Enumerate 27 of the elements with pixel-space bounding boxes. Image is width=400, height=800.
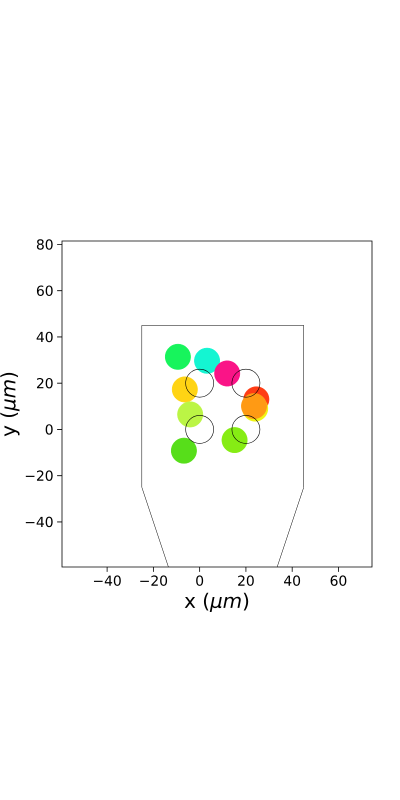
y-tick-label: 80 bbox=[36, 239, 53, 250]
point bbox=[185, 415, 214, 444]
point bbox=[222, 427, 248, 454]
y-tick-label: 40 bbox=[36, 332, 53, 342]
x-tick-label: 60 bbox=[330, 575, 346, 586]
y-tick-label: 0 bbox=[46, 424, 53, 435]
point bbox=[241, 393, 267, 420]
point bbox=[170, 438, 197, 464]
point bbox=[185, 368, 214, 398]
point bbox=[164, 344, 191, 370]
x-tick-label: 20 bbox=[238, 575, 254, 586]
y-tick-label: −20 bbox=[26, 470, 53, 481]
point bbox=[194, 348, 220, 374]
point bbox=[232, 415, 260, 444]
x-tick-label: 0 bbox=[196, 575, 204, 586]
y-tick-label: 60 bbox=[36, 285, 53, 296]
x-tick-label: −40 bbox=[94, 575, 121, 586]
x-tick-label: −20 bbox=[140, 575, 168, 586]
point bbox=[177, 401, 204, 428]
y-axis-title: y (μm) bbox=[0, 372, 20, 436]
y-tick-label: −40 bbox=[26, 516, 53, 528]
x-tick-label: 40 bbox=[284, 575, 300, 586]
point bbox=[172, 376, 198, 402]
point bbox=[214, 360, 240, 386]
y-tick-label: 20 bbox=[36, 378, 53, 388]
x-axis-title: x (μm) bbox=[184, 592, 248, 612]
point bbox=[232, 368, 260, 398]
